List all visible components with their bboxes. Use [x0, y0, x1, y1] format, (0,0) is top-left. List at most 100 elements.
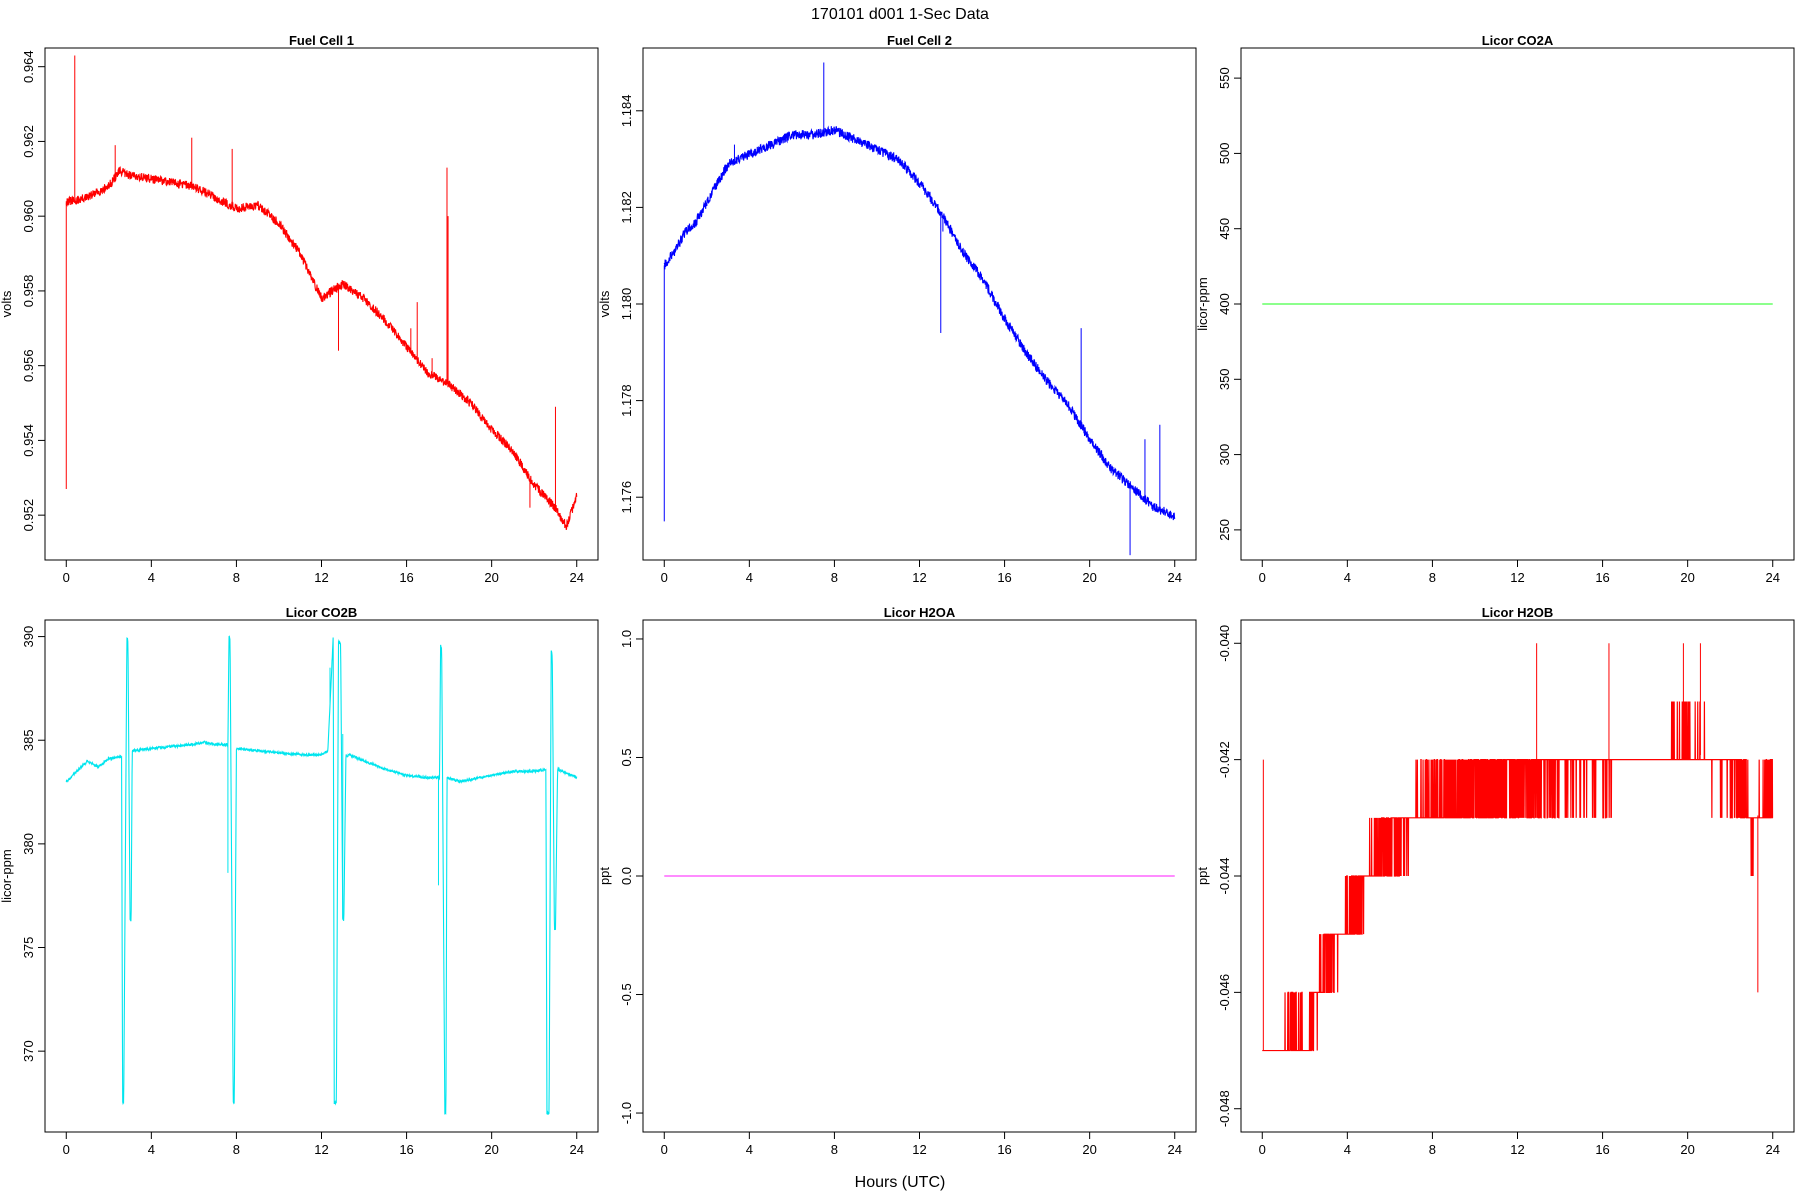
x-tick-label: 8: [831, 570, 838, 585]
panel-4: Licor CO2B 0 4 8 12 16 20 24 370 375 380 385 390 lico…: [0, 605, 599, 1157]
y-tick-label: 0.962: [21, 125, 36, 158]
x-tick-label: 4: [1344, 1142, 1351, 1157]
panel-3: Licor CO2A 0 4 8 12 16 20 24 250 300 350 400 450 500 5…: [1195, 33, 1795, 585]
x-tick-label: 16: [1595, 1142, 1609, 1157]
y-axis-label: ppt: [597, 867, 612, 885]
y-axis-label: licor-ppm: [1195, 277, 1210, 330]
plot-frame: [44, 47, 599, 561]
x-tick-label: 20: [1680, 1142, 1694, 1157]
y-tick-label: 300: [1217, 444, 1232, 466]
panel-2: Fuel Cell 2 0 4 8 12 16 20 24 1.176 1.178 1.180 1.1…: [597, 33, 1197, 585]
series-group: [663, 62, 1176, 556]
panel-title: Fuel Cell 1: [289, 33, 354, 48]
x-tick-label: 24: [1765, 570, 1779, 585]
y-tick-label: 400: [1217, 293, 1232, 315]
x-tick-label: 16: [997, 1142, 1011, 1157]
x-tick-label: 8: [831, 1142, 838, 1157]
panel-title: Licor CO2A: [1482, 33, 1554, 48]
panel-title: Licor H2OB: [1482, 605, 1554, 620]
x-tick-label: 16: [399, 570, 413, 585]
panel-1: Fuel Cell 1 0 4 8 12 16 20 24 0.952 0.954 0.956 0.9…: [0, 33, 599, 585]
y-tick-label: 0.952: [21, 499, 36, 532]
series-line: [65, 166, 578, 530]
y-axis-label: volts: [597, 290, 612, 317]
y-tick-label: -0.5: [619, 983, 634, 1005]
x-tick-label: 4: [1344, 570, 1351, 585]
x-tick-label: 0: [1259, 570, 1266, 585]
x-tick-label: 0: [63, 570, 70, 585]
x-tick-label: 8: [1429, 1142, 1436, 1157]
x-tick-label: 20: [484, 570, 498, 585]
x-tick-label: 12: [1510, 570, 1524, 585]
y-tick-label: 390: [21, 626, 36, 648]
x-axis-label: Hours (UTC): [855, 1174, 946, 1191]
x-tick-label: 0: [661, 1142, 668, 1157]
series-line: [1262, 701, 1774, 1052]
series-line: [663, 125, 1176, 521]
panel-title: Fuel Cell 2: [887, 33, 952, 48]
x-tick-label: 8: [233, 1142, 240, 1157]
y-tick-label: 370: [21, 1040, 36, 1062]
y-tick-label: -0.040: [1217, 625, 1232, 662]
y-axis-label: ppt: [1195, 867, 1210, 885]
plot-frame: [642, 47, 1197, 561]
x-tick-label: 12: [912, 1142, 926, 1157]
y-axis-label: licor-ppm: [0, 849, 14, 902]
y-tick-label: 0.5: [619, 748, 634, 766]
x-tick-label: 4: [746, 570, 753, 585]
x-tick-label: 12: [912, 570, 926, 585]
y-tick-label: 1.180: [619, 288, 634, 321]
panels: Fuel Cell 1 0 4 8 12 16 20 24 0.952 0.954 0.956 0.9…: [0, 33, 1795, 1157]
y-tick-label: 0.964: [21, 50, 36, 83]
plot-frame: [1240, 619, 1795, 1133]
y-tick-label: -0.042: [1217, 741, 1232, 778]
x-tick-label: 12: [314, 1142, 328, 1157]
x-tick-label: 20: [1082, 570, 1096, 585]
x-tick-label: 4: [746, 1142, 753, 1157]
series-line: [65, 635, 578, 1116]
x-tick-label: 16: [399, 1142, 413, 1157]
panel-title: Licor H2OA: [884, 605, 956, 620]
x-tick-label: 12: [314, 570, 328, 585]
y-tick-label: 550: [1217, 67, 1232, 89]
x-tick-label: 8: [233, 570, 240, 585]
y-tick-label: 1.178: [619, 384, 634, 417]
y-tick-label: 250: [1217, 519, 1232, 541]
x-tick-label: 0: [1259, 1142, 1266, 1157]
series-group: [65, 635, 578, 1116]
y-tick-label: 350: [1217, 368, 1232, 390]
x-tick-label: 20: [1082, 1142, 1096, 1157]
y-tick-label: 375: [21, 937, 36, 959]
x-tick-label: 0: [63, 1142, 70, 1157]
y-tick-label: 0.954: [21, 424, 36, 457]
series-group: [1262, 643, 1774, 1052]
y-tick-label: 385: [21, 729, 36, 751]
panel-6: Licor H2OB 0 4 8 12 16 20 24 -0.048 -0.046 -0.044 -…: [1195, 605, 1795, 1157]
x-tick-label: 20: [484, 1142, 498, 1157]
y-tick-label: -0.046: [1217, 974, 1232, 1011]
y-tick-label: 1.182: [619, 191, 634, 224]
x-tick-label: 24: [1167, 1142, 1181, 1157]
x-tick-label: 4: [148, 570, 155, 585]
x-tick-label: 0: [661, 570, 668, 585]
panel-title: Licor CO2B: [286, 605, 358, 620]
y-tick-label: 1.0: [619, 630, 634, 648]
y-tick-label: 380: [21, 833, 36, 855]
series-group: [65, 55, 578, 530]
y-tick-label: 500: [1217, 143, 1232, 165]
x-tick-label: 24: [569, 570, 583, 585]
x-tick-label: 12: [1510, 1142, 1524, 1157]
x-tick-label: 4: [148, 1142, 155, 1157]
y-tick-label: -1.0: [619, 1102, 634, 1124]
panel-5: Licor H2OA 0 4 8 12 16 20 24 -1.0 -0.5 0.0 0.5 1.0 pp…: [597, 605, 1197, 1157]
x-tick-label: 20: [1680, 570, 1694, 585]
x-tick-label: 8: [1429, 570, 1436, 585]
figure-title: 170101 d001 1-Sec Data: [811, 6, 989, 23]
x-tick-label: 24: [1167, 570, 1181, 585]
y-axis-label: volts: [0, 290, 14, 317]
x-tick-label: 24: [569, 1142, 583, 1157]
y-tick-label: 0.960: [21, 200, 36, 233]
y-tick-label: 0.956: [21, 349, 36, 382]
x-tick-label: 16: [997, 570, 1011, 585]
y-tick-label: 1.176: [619, 481, 634, 514]
